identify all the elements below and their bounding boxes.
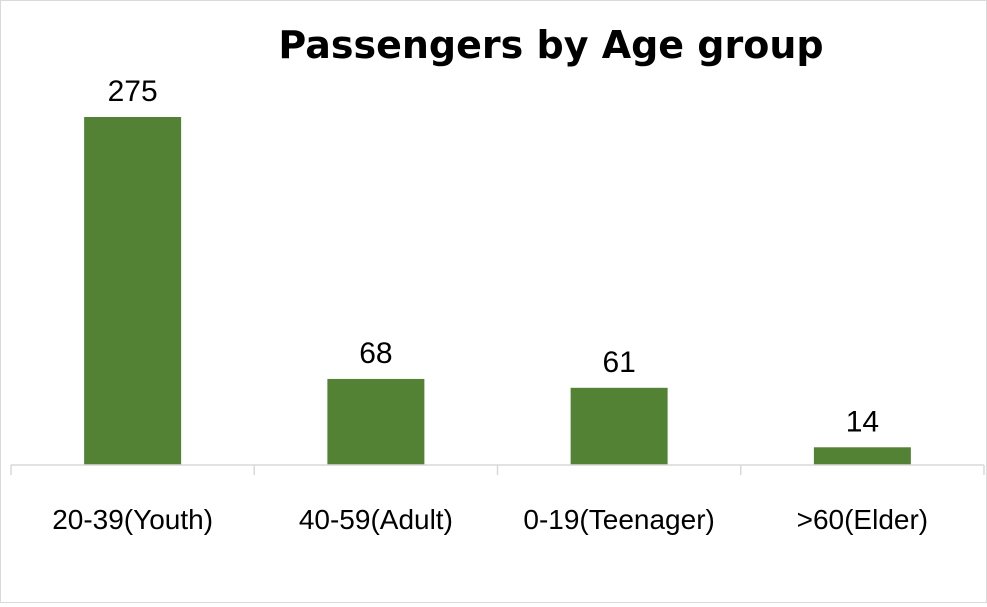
data-label-4: 14	[846, 405, 879, 438]
bar-3[interactable]	[570, 387, 668, 465]
data-label-2: 68	[359, 337, 392, 370]
x-tick-label-3: 0-19(Teenager)	[523, 504, 714, 535]
labels-layer: 275 20-39(Youth) 68 40-59(Adult) 61 0-19(Teen…	[52, 75, 928, 535]
x-tick-label-2: 40-59(Adult)	[299, 504, 453, 535]
bars-layer	[84, 117, 911, 465]
x-tick-label-4: >60(Elder)	[797, 504, 929, 535]
bar-2[interactable]	[327, 378, 425, 465]
chart-title: Passengers by Age group	[278, 23, 823, 67]
data-label-3: 61	[602, 346, 635, 379]
bar-1[interactable]	[84, 117, 182, 465]
data-label-1: 275	[108, 75, 158, 108]
x-tick-label-1: 20-39(Youth)	[52, 504, 213, 535]
x-axis	[10, 464, 985, 475]
bar-4[interactable]	[813, 447, 911, 465]
